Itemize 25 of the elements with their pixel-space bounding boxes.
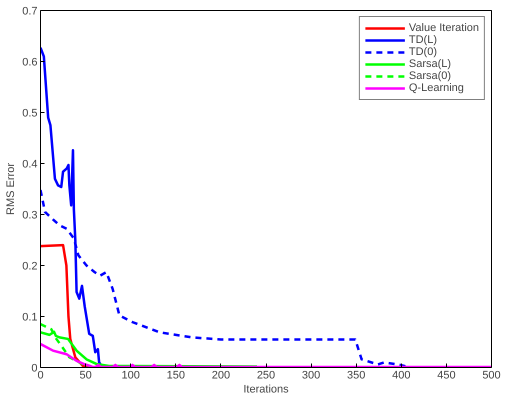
- legend-label: TD(L): [408, 34, 437, 46]
- legend-label: Sarsa(0): [408, 70, 452, 82]
- x-tick-label: 350: [347, 370, 366, 382]
- y-tick-label: 0.6: [22, 56, 38, 68]
- x-tick-label: 100: [122, 370, 140, 382]
- legend-label: Q-Learning: [408, 82, 464, 94]
- y-tick-label: 0.2: [22, 260, 38, 272]
- y-tick-label: 0.1: [22, 312, 38, 324]
- x-tick-label: 450: [437, 370, 456, 382]
- x-tick-label: 500: [482, 370, 501, 382]
- y-tick-label: 0.5: [22, 108, 38, 120]
- x-tick-label: 300: [302, 370, 320, 382]
- x-tick-label: 250: [256, 370, 276, 382]
- y-tick-label: 0.4: [22, 158, 38, 170]
- x-tick-label: 150: [166, 370, 185, 382]
- legend-label: TD(0): [408, 46, 437, 58]
- y-axis-title: RMS Error: [5, 162, 18, 215]
- legend-label: Sarsa(L): [408, 58, 452, 70]
- y-tick-label: 0.3: [22, 210, 38, 222]
- x-tick-label: 400: [392, 370, 410, 382]
- x-tick-label: 200: [212, 370, 230, 382]
- y-tick-label: 0.7: [22, 6, 38, 18]
- x-tick-label: 50: [79, 370, 92, 382]
- x-axis-title: Iterations: [243, 384, 290, 396]
- legend-label: Value Iteration: [408, 22, 479, 34]
